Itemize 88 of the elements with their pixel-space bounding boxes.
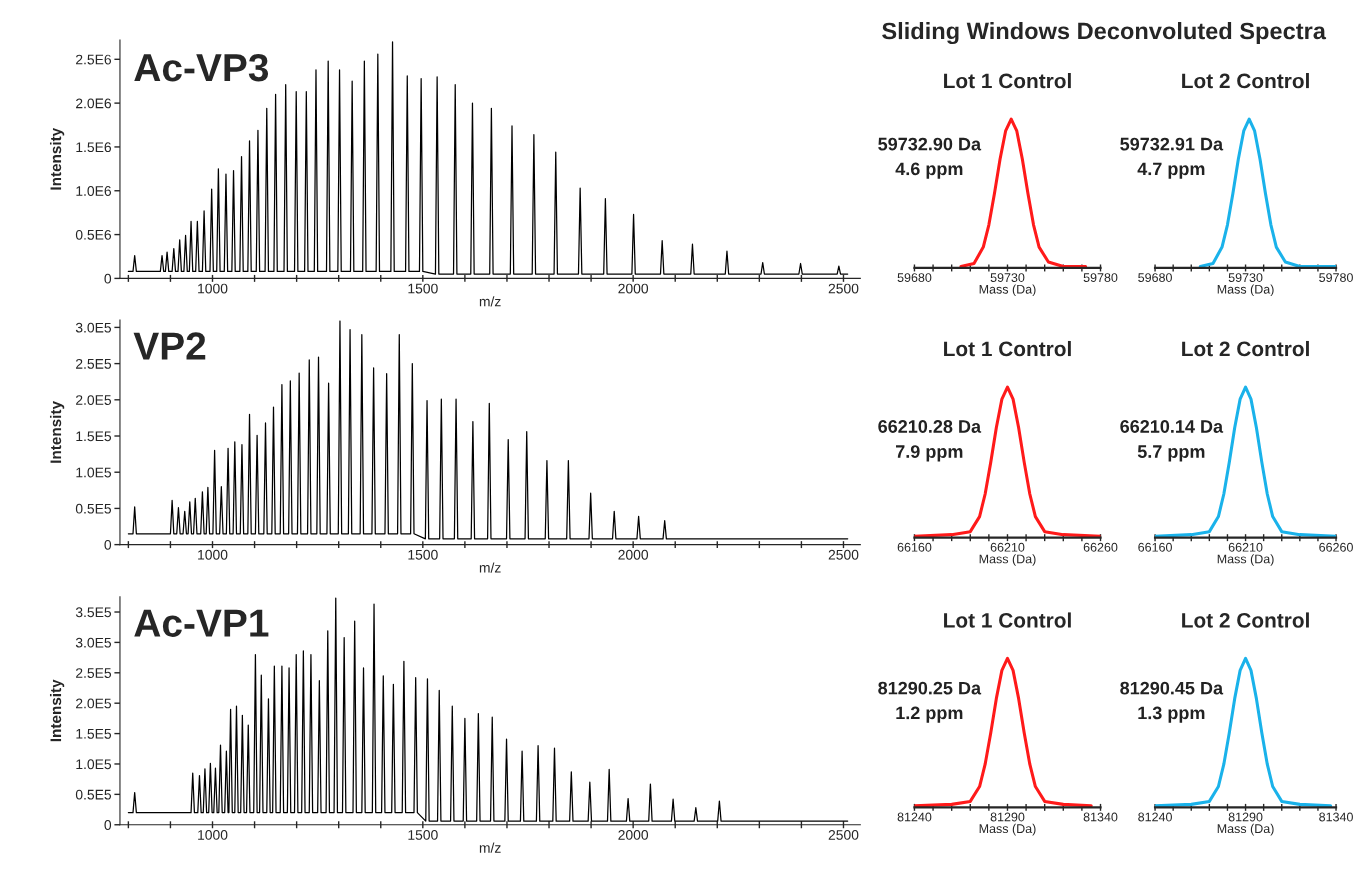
x-tick-label: 66260 [1319, 542, 1353, 552]
x-tick-label: 59730 [990, 273, 1025, 282]
y-axis-title: Intensity [49, 679, 65, 742]
chart-title: VP2 [133, 332, 206, 360]
x-axis-title: Mass (Da) [979, 284, 1036, 297]
x-axis-title: m/z [479, 842, 501, 853]
y-tick-label: 2.0E5 [76, 395, 112, 405]
line-series [127, 597, 849, 822]
chart-title: Lot 1 Control [944, 73, 1071, 89]
x-tick-label: 2000 [618, 829, 649, 840]
chart-title: Lot 2 Control [1182, 340, 1309, 357]
text: Sliding Windows Deconvoluted Spectra [882, 22, 1327, 45]
x-axis-title: Mass (Da) [1217, 284, 1274, 297]
y-tick-label: 0 [104, 820, 112, 830]
x-tick-label: 81240 [897, 812, 932, 822]
y-tick-label: 2.0E6 [76, 98, 112, 109]
annotation: 66210.14 Da [1120, 420, 1224, 433]
line-series [127, 41, 849, 275]
annotation: 59732.90 Da [878, 137, 982, 151]
x-tick-label: 59680 [897, 273, 932, 282]
annotation: 1.3 ppm [1138, 706, 1205, 723]
annotation: 81290.45 Da [1120, 681, 1224, 695]
x-axis-title: m/z [479, 296, 501, 307]
line-series [127, 320, 849, 540]
y-tick-label: 0.5E5 [75, 503, 112, 514]
x-tick-label: 59780 [1319, 273, 1353, 282]
x-tick-label: 2000 [618, 283, 649, 294]
chart-title: Ac-VP3 [134, 53, 269, 82]
x-tick-label: 2500 [828, 829, 859, 840]
y-axis-title: Intensity [49, 401, 65, 463]
x-tick-label: 81290 [990, 812, 1025, 822]
x-tick-label: 66210 [1228, 542, 1263, 552]
y-tick-label: 3.0E5 [75, 322, 112, 333]
x-tick-label: 1500 [408, 829, 438, 840]
x-axis-title: Mass (Da) [1217, 823, 1274, 836]
annotation: 4.6 ppm [895, 162, 963, 179]
x-tick-label: 81240 [1138, 812, 1172, 822]
x-tick-label: 1000 [198, 549, 228, 560]
chart-title: Ac-VP1 [134, 609, 269, 637]
y-tick-label: 1.5E6 [76, 142, 112, 153]
y-tick-label: 0 [104, 539, 112, 550]
x-tick-label: 66160 [1138, 542, 1172, 552]
chart-title: Lot 2 Control [1182, 612, 1309, 628]
y-tick-label: 3.0E5 [75, 637, 112, 648]
y-tick-label: 0 [104, 273, 112, 284]
y-tick-label: 1.0E6 [76, 186, 112, 196]
x-axis-title: m/z [479, 562, 501, 573]
x-tick-label: 66160 [897, 542, 932, 552]
chart-title: Lot 1 Control [944, 340, 1071, 357]
chart-title: Lot 2 Control [1182, 73, 1309, 89]
y-tick-label: 2.5E5 [76, 358, 112, 369]
x-tick-label: 59680 [1138, 273, 1172, 282]
y-tick-label: 1.5E5 [76, 431, 112, 442]
annotation: 5.7 ppm [1137, 445, 1205, 462]
x-tick-label: 2500 [828, 283, 859, 294]
annotation: 66210.28 Da [878, 420, 982, 433]
x-axis-title: Mass (Da) [979, 554, 1036, 566]
y-tick-label: 2.0E5 [76, 698, 112, 709]
y-axis-title: Intensity [49, 127, 65, 190]
y-tick-label: 2.5E5 [76, 668, 112, 678]
x-tick-label: 66260 [1083, 542, 1118, 552]
annotation: 81290.25 Da [878, 681, 982, 695]
annotation: 4.7 ppm [1137, 162, 1205, 179]
y-tick-label: 2.5E6 [76, 54, 112, 65]
y-tick-label: 0.5E5 [75, 789, 112, 800]
y-tick-label: 0.5E6 [75, 229, 112, 240]
y-tick-label: 1.5E5 [76, 729, 112, 739]
x-tick-label: 81340 [1083, 812, 1118, 822]
x-axis-title: Mass (Da) [1217, 554, 1274, 566]
x-tick-label: 81290 [1228, 812, 1263, 822]
y-tick-label: 3.5E5 [75, 607, 112, 618]
x-axis-title: Mass (Da) [979, 823, 1036, 836]
chart-title: Lot 1 Control [944, 612, 1071, 628]
y-tick-label: 1.0E5 [76, 467, 112, 478]
x-tick-label: 59780 [1083, 273, 1118, 282]
x-tick-label: 1000 [198, 283, 228, 294]
annotation: 59732.91 Da [1120, 137, 1224, 151]
annotation: 1.2 ppm [896, 706, 963, 723]
x-tick-label: 2000 [618, 549, 649, 560]
x-tick-label: 1500 [408, 549, 438, 560]
x-tick-label: 81340 [1319, 812, 1353, 822]
x-tick-label: 1500 [408, 283, 438, 294]
x-tick-label: 59730 [1228, 273, 1263, 282]
annotation: 7.9 ppm [896, 445, 963, 462]
x-tick-label: 1000 [198, 829, 228, 840]
x-tick-label: 66210 [990, 542, 1025, 552]
x-tick-label: 2500 [828, 549, 859, 560]
y-tick-label: 1.0E5 [76, 759, 112, 770]
